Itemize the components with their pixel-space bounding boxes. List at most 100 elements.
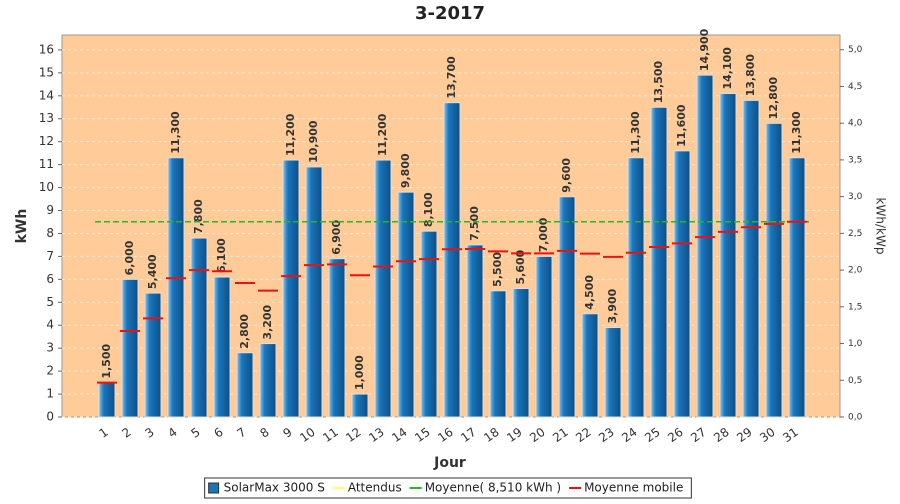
value-label: 6,000 [123,240,136,275]
y-tick-label: 8 [46,226,54,240]
x-tick-label: 7 [234,425,248,441]
y2-tick-label: 2,5 [848,229,862,239]
value-label: 10,900 [307,120,320,163]
legend-label: Moyenne( 8,510 kWh ) [425,481,561,495]
y-tick-label: 0 [46,410,54,424]
bar [144,292,162,418]
x-tick-label: 29 [734,425,755,445]
x-tick-label: 30 [757,425,778,445]
y2-tick-label: 1,0 [848,339,863,349]
y-tick-label: 15 [39,65,54,79]
x-tick-label: 22 [573,425,594,445]
bar [397,191,415,418]
x-tick-label: 9 [280,425,294,441]
value-label: 6,100 [215,238,228,273]
bar [765,122,783,418]
y-tick-label: 1 [46,387,54,401]
y2-tick-label: 0,5 [848,376,862,386]
y2-axis-label: kWh/kWp [874,198,888,255]
y-tick-label: 5 [46,295,54,309]
y2-tick-label: 3,0 [848,192,863,202]
legend-box [204,477,692,499]
bar [512,288,530,418]
bar [696,74,714,418]
value-label: 7,800 [192,199,205,234]
y2-tick-label: 4,5 [848,82,862,92]
x-tick-label: 25 [642,425,663,445]
x-tick-label: 6 [211,425,225,441]
bar [650,106,668,418]
x-tick-label: 17 [458,425,479,445]
x-tick-label: 11 [320,425,341,445]
value-label: 13,800 [744,54,757,97]
value-label: 12,800 [767,77,780,120]
bar [788,157,806,418]
x-tick-label: 20 [527,425,548,445]
value-label: 3,200 [261,304,274,339]
value-label: 5,400 [146,254,159,289]
y-tick-label: 2 [46,364,54,378]
bar [604,327,622,418]
legend-item: Moyenne mobile [569,481,683,495]
y-tick-label: 11 [39,157,54,171]
legend-label: Moyenne mobile [584,481,683,495]
legend-swatch [208,482,220,494]
value-label: 13,500 [652,60,665,103]
legend-item: Attendus [332,481,402,495]
legend-item: Moyenne( 8,510 kWh ) [409,481,561,495]
value-label: 14,100 [721,47,734,90]
y-tick-label: 4 [46,318,54,332]
bar [351,393,369,418]
x-tick-label: 14 [389,425,410,445]
value-label: 11,300 [629,111,642,154]
x-tick-label: 27 [688,425,709,445]
x-tick-label: 28 [711,425,732,445]
bar [98,382,116,418]
y2-tick-label: 2,0 [848,266,863,276]
bar [190,237,208,418]
value-label: 4,500 [583,275,596,310]
x-tick-label: 1 [96,425,110,441]
bar [719,93,737,418]
bar [121,278,139,418]
x-tick-label: 21 [550,425,571,445]
x-tick-label: 10 [297,425,318,445]
value-label: 8,100 [422,192,435,227]
bar [259,343,277,418]
bar [213,276,231,418]
legend-label: SolarMax 3000 S [224,481,325,495]
value-label: 13,700 [445,56,458,99]
bar [305,166,323,418]
y-tick-label: 10 [39,180,54,194]
x-tick-label: 2 [119,425,133,441]
y-tick-label: 14 [39,88,54,102]
y2-tick-label: 1,5 [848,302,862,312]
bar [558,196,576,418]
x-tick-label: 15 [412,425,433,445]
x-tick-label: 31 [780,425,801,445]
y-tick-label: 9 [46,203,54,217]
bar [535,255,553,418]
bar [328,258,346,418]
legend: SolarMax 3000 S Attendus Moyenne( 8,510 kW… [208,481,683,495]
value-label: 11,200 [376,113,389,156]
bar [167,157,185,418]
bar [489,290,507,418]
x-tick-label: 8 [257,425,271,441]
x-tick-label: 23 [596,425,617,445]
bar [420,230,438,418]
x-tick-label: 4 [165,425,179,441]
value-label: 7,500 [468,206,481,241]
bar [443,102,461,418]
bar [236,352,254,418]
y-tick-label: 12 [39,134,54,148]
value-label: 5,500 [491,252,504,287]
bar [627,157,645,418]
value-label: 1,000 [353,355,366,390]
y2-tick-label: 4,0 [848,119,863,129]
value-label: 11,600 [675,104,688,147]
x-tick-label: 3 [142,425,156,441]
bar [742,99,760,418]
x-tick-label: 5 [188,425,202,441]
